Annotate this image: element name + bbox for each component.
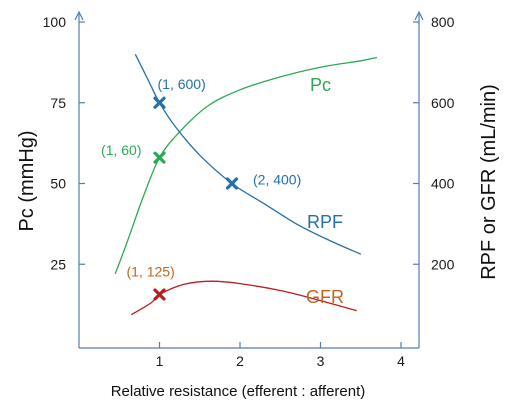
point-annotation: (2, 400)	[253, 172, 301, 188]
y-left-tick-label: 50	[50, 176, 66, 192]
y-left-tick-label: 75	[50, 95, 66, 111]
series-line-rpf	[134, 53, 362, 255]
point-marker-rpf	[225, 177, 239, 190]
point-annotation: (1, 60)	[101, 142, 141, 158]
y-right-tick-label: 400	[431, 176, 455, 192]
series-label-gfr: GFR	[306, 287, 344, 307]
y-left-axis-arrow	[74, 10, 84, 21]
point-marker-rpf	[153, 96, 166, 109]
point-annotation: (1, 600)	[158, 76, 206, 92]
series-line-pc	[114, 56, 378, 275]
y-right-axis-title: RPF or GFR (mL/min)	[478, 84, 500, 280]
y-left-tick-label: 100	[43, 14, 67, 30]
markers-layer	[153, 96, 239, 301]
y-left-axis-title: Pc (mmHg)	[16, 130, 38, 231]
y-right-tick-label: 600	[431, 95, 455, 111]
series-label-pc: Pc	[310, 75, 331, 95]
point-marker-pc	[153, 151, 166, 164]
y-right-tick-label: 800	[431, 14, 455, 30]
x-tick-label: 1	[156, 353, 164, 369]
x-tick-label: 3	[317, 353, 325, 369]
x-axis-title: Relative resistance (efferent : afferent…	[111, 383, 366, 400]
point-marker-gfr	[153, 288, 166, 301]
y-right-axis-arrow	[414, 10, 424, 21]
x-tick-label: 4	[397, 353, 405, 369]
annotations-layer: (1, 600) (2, 400) (1, 60) (1, 125)	[101, 76, 301, 280]
ticks-layer: 1 2 3 4 25 50 75 100 200 400 600 800	[43, 14, 455, 369]
x-tick-label: 2	[236, 353, 244, 369]
point-annotation: (1, 125)	[127, 264, 175, 280]
y-left-tick-label: 25	[50, 256, 66, 272]
y-right-tick-label: 200	[431, 256, 455, 272]
series-label-rpf: RPF	[307, 212, 343, 232]
